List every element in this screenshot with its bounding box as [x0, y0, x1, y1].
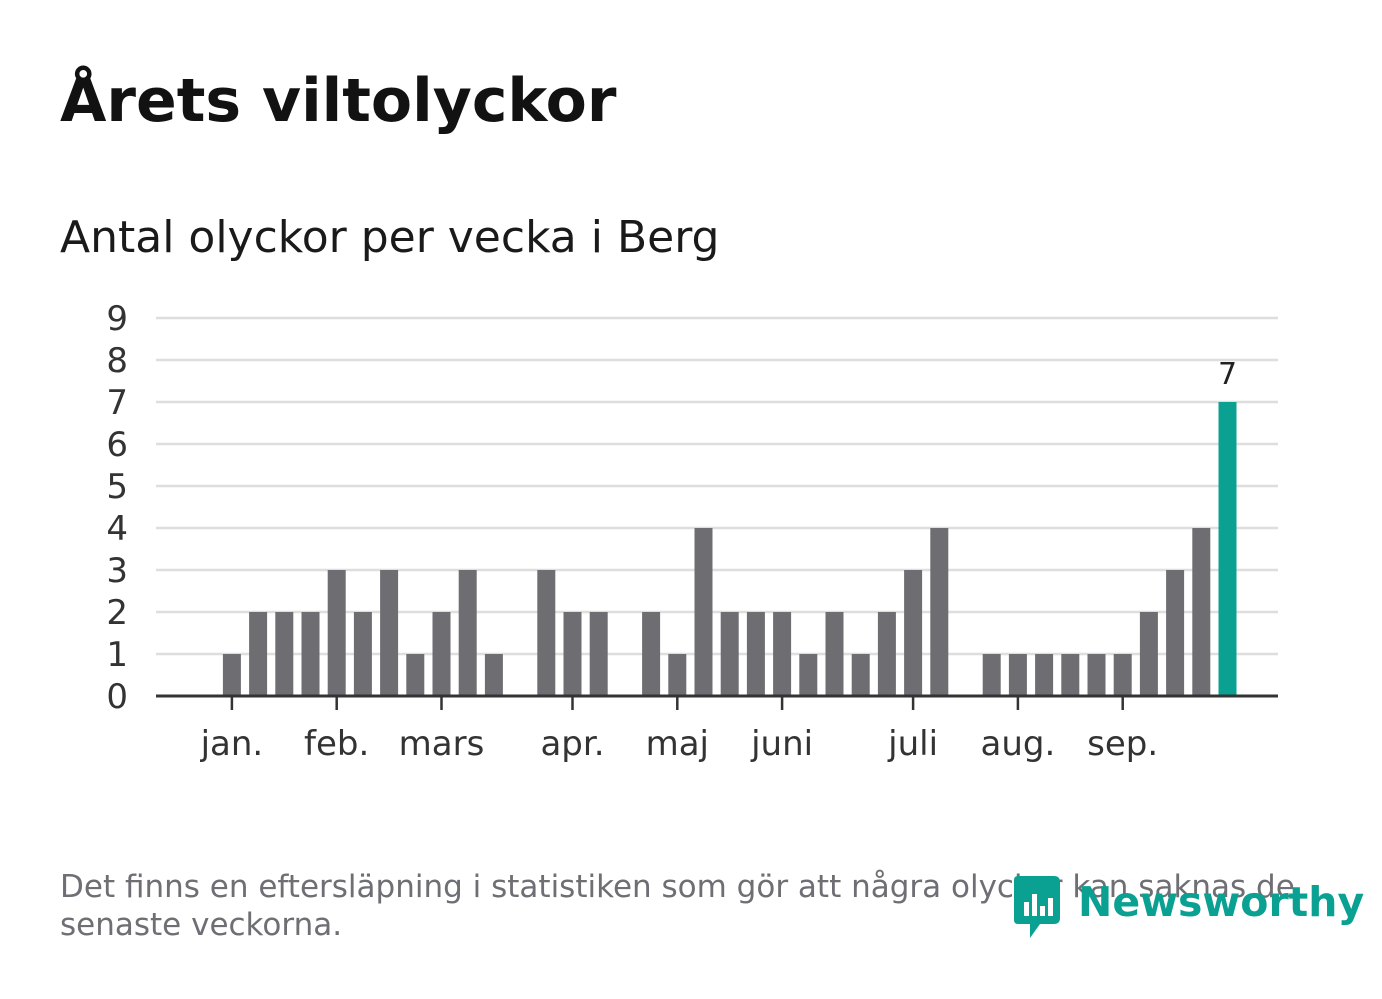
data-label: 7: [1218, 357, 1237, 392]
y-tick-label: 6: [106, 425, 128, 465]
x-tick-label: mars: [399, 724, 485, 764]
bar: [694, 528, 713, 696]
x-tick-label: sep.: [1087, 724, 1158, 764]
bar: [877, 612, 896, 696]
x-axis-month-labels: jan. feb. mars apr. maj juni juli aug. sep.: [200, 724, 1159, 764]
bar: [904, 570, 923, 696]
x-tick-label: maj: [646, 724, 709, 764]
bar: [432, 612, 451, 696]
y-tick-label: 9: [106, 299, 128, 339]
bar: [825, 612, 844, 696]
bar: [275, 612, 294, 696]
x-tick-label: juni: [750, 724, 813, 764]
bar: [484, 654, 503, 696]
bar: [1166, 570, 1185, 696]
bar: [222, 654, 241, 696]
bar: [353, 612, 372, 696]
bar: [589, 612, 608, 696]
bar: [851, 654, 870, 696]
bar: [249, 612, 268, 696]
highlight-bar: [1218, 402, 1237, 696]
bar: [746, 612, 765, 696]
bar: [1035, 654, 1054, 696]
bar: [1192, 528, 1211, 696]
annotations: 7: [1218, 357, 1237, 392]
footnote: Det finns en eftersläpning i statistiken…: [60, 869, 1295, 943]
grid-lines: [156, 316, 1278, 656]
x-tick-label: jan.: [200, 724, 264, 764]
y-tick-label: 7: [106, 383, 128, 423]
bar: [537, 570, 556, 696]
bar: [1008, 654, 1027, 696]
bar: [1087, 654, 1106, 696]
bar: [668, 654, 687, 696]
y-tick-label: 3: [106, 551, 128, 591]
bars: [222, 402, 1237, 696]
y-tick-label: 4: [106, 509, 128, 549]
y-tick-label: 5: [106, 467, 128, 507]
bar: [1139, 612, 1158, 696]
bar: [301, 612, 320, 696]
bar: [930, 528, 949, 696]
newsworthy-logo-icon: [1014, 876, 1060, 938]
bar: [720, 612, 739, 696]
brand-name: Newsworthy: [1078, 878, 1365, 926]
bar: [642, 612, 661, 696]
chart-title: Årets viltolyckor: [60, 66, 617, 136]
bar: [406, 654, 425, 696]
bar: [380, 570, 399, 696]
x-tick-label: apr.: [540, 724, 604, 764]
x-tick-label: juli: [887, 724, 938, 764]
y-tick-label: 2: [106, 593, 128, 633]
bar: [458, 570, 477, 696]
bar: [563, 612, 582, 696]
bar: [1113, 654, 1132, 696]
newsworthy-logo: Newsworthy: [1010, 872, 1364, 944]
chart-subtitle: Antal olyckor per vecka i Berg: [60, 212, 720, 263]
x-tick-label: aug.: [981, 724, 1056, 764]
bar: [982, 654, 1001, 696]
y-tick-label: 1: [106, 635, 128, 675]
bar: [773, 612, 792, 696]
bar: [1061, 654, 1080, 696]
bar: [799, 654, 818, 696]
x-axis: [156, 694, 1278, 710]
x-tick-label: feb.: [304, 724, 369, 764]
y-tick-label: 8: [106, 341, 128, 381]
bar: [327, 570, 346, 696]
y-tick-label: 0: [106, 677, 128, 717]
